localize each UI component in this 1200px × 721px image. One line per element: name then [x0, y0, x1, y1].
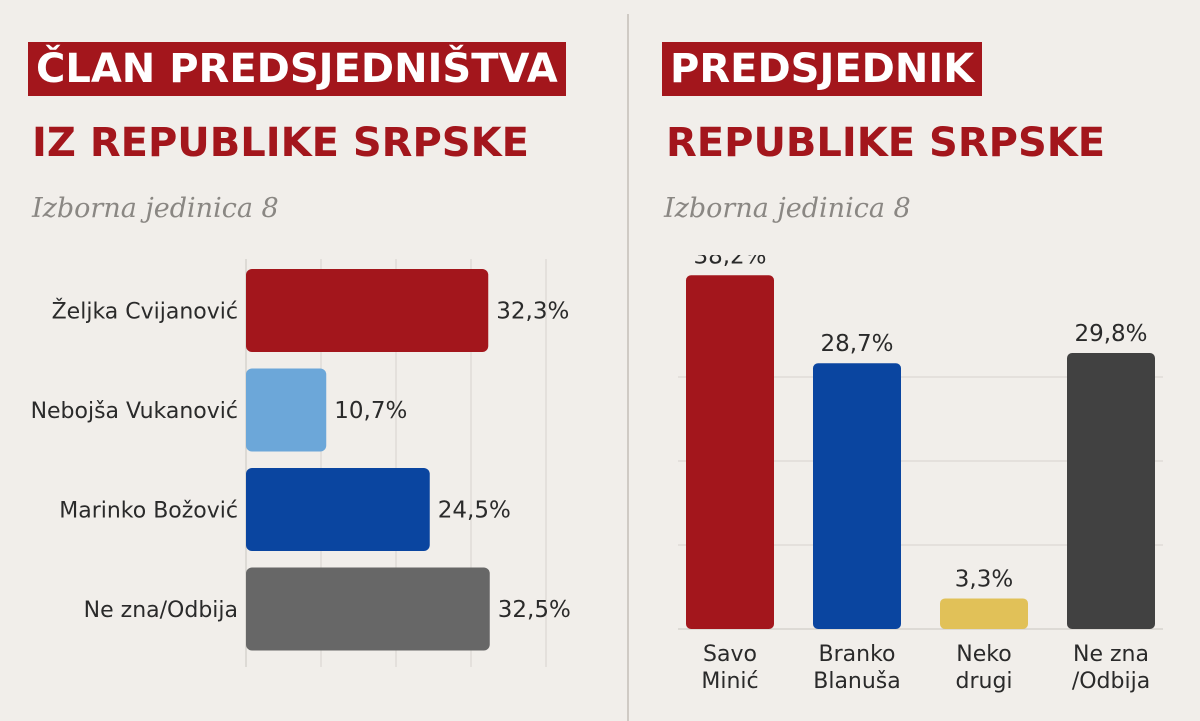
category-label: Željka Cvijanović [52, 299, 238, 325]
right-title-line1: PREDSJEDNIK [662, 42, 983, 96]
horizontal-bar-chart: Željka Cvijanović 32,3% Nebojša Vukanović 1… [31, 259, 571, 667]
bar [246, 468, 430, 551]
right-panel: PREDSJEDNIK REPUBLIKE SRPSKE Izborna jed… [632, 0, 1200, 721]
category-label: /Odbija [1072, 669, 1150, 694]
value-label: 38,2% [693, 255, 766, 269]
panel-divider [627, 14, 629, 721]
category-label: Savo [703, 642, 757, 667]
value-label: 29,8% [1074, 321, 1147, 347]
category-label: Minić [701, 669, 758, 694]
value-label: 28,7% [820, 331, 893, 357]
bar [246, 567, 490, 651]
bar [246, 269, 489, 352]
right-title-line2: REPUBLIKE SRPSKE [666, 120, 1106, 166]
bar [246, 368, 327, 452]
category-label: Nebojša Vukanović [31, 399, 238, 424]
value-label: 10,7% [334, 398, 407, 424]
category-label: Ne zna/Odbija [84, 598, 238, 623]
left-panel: ČLAN PREDSJEDNIŠTVA IZ REPUBLIKE SRPSKE … [28, 42, 571, 667]
category-label: Marinko Božović [59, 499, 238, 524]
value-label: 32,5% [498, 597, 571, 623]
category-label: Branko [819, 642, 896, 667]
value-label: 32,3% [496, 299, 569, 325]
left-title-line1: ČLAN PREDSJEDNIŠTVA [28, 42, 566, 96]
category-label: Ne zna [1073, 642, 1149, 667]
bar [940, 598, 1028, 629]
value-label: 3,3% [955, 566, 1013, 592]
bar [1067, 353, 1155, 629]
bar [813, 363, 901, 629]
category-label: Neko [956, 642, 1011, 667]
bar [686, 275, 774, 629]
category-label: Blanuša [813, 669, 901, 694]
left-title-line2: IZ REPUBLIKE SRPSKE [32, 120, 529, 166]
right-subtitle: Izborna jedinica 8 [664, 193, 911, 224]
left-subtitle: Izborna jedinica 8 [32, 193, 279, 224]
category-label: drugi [955, 669, 1012, 694]
value-label: 24,5% [438, 498, 511, 524]
